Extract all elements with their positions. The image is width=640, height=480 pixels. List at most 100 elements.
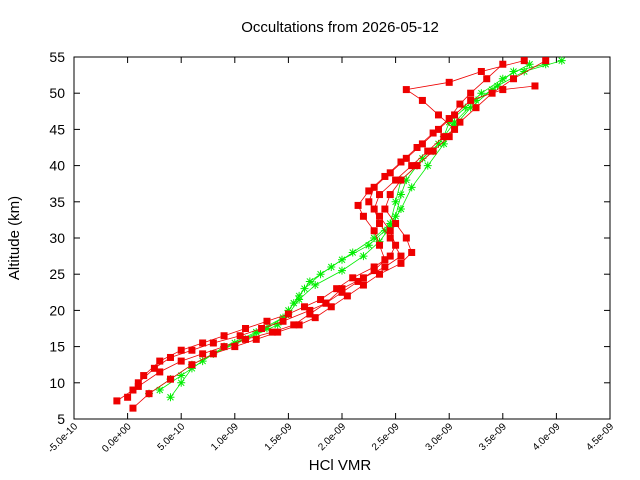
data-point: [199, 350, 207, 358]
data-point: [166, 375, 174, 383]
data-point: [402, 234, 410, 242]
data-point: [434, 139, 443, 148]
data-point: [273, 320, 282, 329]
data-point: [279, 317, 287, 325]
y-tick-label: 5: [57, 411, 65, 427]
data-point: [349, 274, 357, 282]
data-point: [451, 125, 459, 133]
data-point: [386, 234, 394, 242]
plot-frame: [73, 56, 611, 420]
data-point: [166, 393, 175, 402]
data-point: [365, 198, 373, 206]
y-tick-label: 35: [49, 194, 65, 210]
data-point: [445, 133, 453, 141]
data-point: [375, 237, 384, 246]
series-line: [132, 60, 546, 409]
data-point: [429, 129, 437, 137]
data-point: [376, 220, 384, 228]
series-green-1: [155, 56, 566, 395]
data-point: [322, 299, 330, 307]
data-point: [499, 86, 507, 94]
data-point: [557, 56, 566, 65]
data-point: [396, 205, 405, 214]
x-tick-label: 4.0e-09: [531, 421, 563, 453]
data-point: [354, 201, 362, 209]
data-point: [188, 361, 196, 369]
data-point: [343, 292, 351, 300]
data-point: [129, 404, 137, 412]
data-point: [236, 332, 244, 340]
data-point: [258, 325, 266, 332]
data-point: [289, 299, 298, 308]
data-point: [134, 382, 142, 390]
y-tick-label: 30: [49, 230, 65, 246]
data-point: [381, 205, 389, 213]
data-point: [439, 139, 448, 148]
data-point: [209, 350, 217, 358]
data-point: [397, 259, 405, 267]
data-point: [402, 176, 411, 185]
data-point: [311, 281, 320, 290]
data-point: [295, 295, 304, 304]
data-point: [376, 191, 384, 199]
data-point: [397, 252, 405, 260]
x-tick-label: 0.0e+00: [100, 421, 134, 455]
data-point: [305, 277, 314, 286]
data-point: [392, 176, 400, 184]
y-tick-label: 50: [49, 85, 65, 101]
data-point: [359, 274, 367, 282]
x-tick-label: 3.0e-09: [424, 421, 456, 453]
data-point: [391, 197, 400, 206]
series-red-4: [129, 57, 550, 412]
data-point: [348, 248, 357, 257]
data-point: [295, 321, 303, 329]
data-point: [445, 118, 454, 127]
data-point: [177, 346, 185, 354]
data-point: [370, 227, 378, 235]
data-point: [166, 353, 174, 361]
data-point: [124, 393, 132, 401]
y-tick-label: 10: [49, 375, 65, 391]
x-tick-label: 1.5e-09: [263, 421, 295, 453]
data-point: [510, 75, 518, 83]
data-point: [408, 248, 416, 256]
data-point: [483, 75, 491, 83]
data-point: [418, 154, 427, 163]
chart-title: Occultations from 2026-05-12: [241, 19, 439, 36]
data-point: [386, 169, 394, 177]
data-point: [407, 183, 416, 192]
series-red-3: [113, 82, 539, 405]
data-point: [376, 270, 384, 278]
series-layer: [113, 56, 566, 412]
data-point: [209, 339, 217, 347]
x-tick-label: 3.5e-09: [477, 421, 509, 453]
data-point: [333, 285, 341, 293]
data-point: [467, 96, 475, 104]
data-point: [370, 234, 379, 242]
data-point: [359, 252, 368, 261]
data-point: [418, 96, 426, 104]
data-point: [386, 223, 395, 232]
y-axis-label: Altitude (km): [6, 196, 23, 280]
data-point: [509, 67, 518, 76]
data-point: [386, 252, 394, 260]
data-point: [397, 176, 405, 184]
x-tick-label: 2.5e-09: [370, 421, 402, 453]
data-point: [386, 191, 394, 199]
data-point: [531, 82, 539, 90]
data-point: [477, 89, 486, 98]
x-tick-label: 4.5e-09: [584, 421, 616, 453]
x-tick-label: 1.0e-09: [209, 421, 241, 453]
data-point: [311, 314, 319, 322]
data-point: [445, 115, 453, 123]
data-point: [370, 263, 378, 271]
data-point: [370, 183, 378, 191]
data-point: [434, 125, 442, 133]
data-point: [198, 357, 207, 366]
data-point: [418, 140, 426, 148]
series-line: [159, 60, 562, 391]
data-point: [359, 212, 367, 220]
y-tick-label: 45: [49, 121, 65, 137]
data-point: [242, 335, 250, 343]
data-point: [150, 364, 158, 372]
